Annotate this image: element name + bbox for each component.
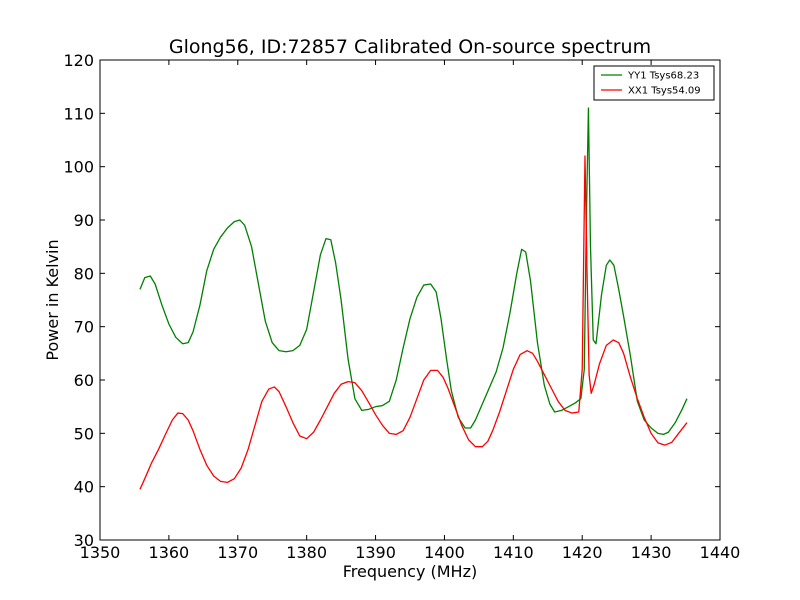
series-group	[139, 107, 688, 490]
y-tick-label: 90	[74, 211, 94, 230]
y-axis-title: Power in Kelvin	[43, 239, 62, 360]
plot-area: 1350 1360 1370 1380 1390 1400 1410 1420 1430 1440…	[63, 51, 740, 562]
legend-label-xx1: XX1 Tsys54.09	[628, 86, 701, 97]
plot-frame	[99, 59, 721, 541]
x-tick-label: 1350	[80, 543, 121, 562]
series-line-yy1	[139, 107, 688, 436]
y-tick-label: 100	[63, 158, 94, 177]
x-tick-label: 1380	[286, 543, 327, 562]
legend-box	[593, 65, 715, 101]
y-tick-label: 80	[74, 264, 94, 283]
x-tick-label: 1370	[217, 543, 258, 562]
plot-background	[100, 60, 720, 540]
x-tick-label: 1410	[493, 543, 534, 562]
x-axis: 1350 1360 1370 1380 1390 1400 1410 1420 1430 1440	[80, 60, 741, 562]
chart-title: Glong56, ID:72857 Calibrated On-source s…	[169, 36, 651, 58]
legend: YY1 Tsys68.23 XX1 Tsys54.09	[593, 65, 715, 101]
x-tick-label: 1400	[424, 543, 465, 562]
x-tick-label: 1430	[631, 543, 672, 562]
y-tick-label: 60	[74, 371, 94, 390]
y-axis: 30 40 50 60 70 80 90 100 110 120	[63, 51, 720, 550]
x-tick-label: 1390	[355, 543, 396, 562]
x-tick-label: 1360	[149, 543, 190, 562]
x-tick-label: 1420	[562, 543, 603, 562]
y-tick-label: 50	[74, 424, 94, 443]
y-tick-label: 30	[74, 531, 94, 550]
y-tick-label: 120	[63, 51, 94, 70]
x-axis-title: Frequency (MHz)	[343, 562, 477, 581]
legend-label-yy1: YY1 Tsys68.23	[627, 71, 699, 82]
y-tick-label: 110	[63, 104, 94, 123]
x-tick-label: 1440	[700, 543, 741, 562]
series-line-xx1	[139, 155, 688, 490]
y-tick-label: 40	[74, 478, 94, 497]
y-tick-label: 70	[74, 318, 94, 337]
